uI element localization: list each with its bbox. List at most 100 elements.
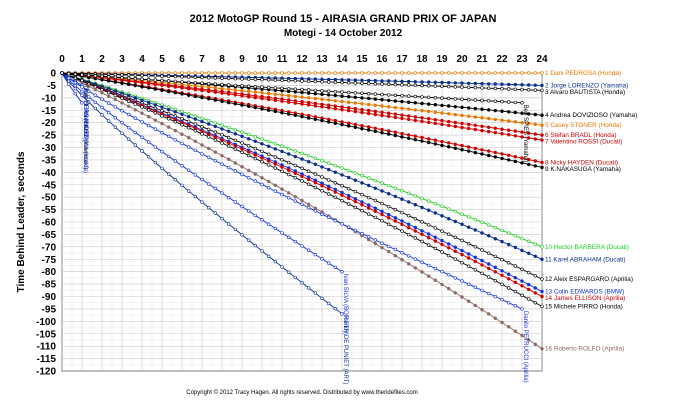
data-point	[533, 254, 537, 258]
data-point	[293, 195, 297, 199]
data-point	[300, 71, 304, 75]
data-point	[100, 74, 104, 79]
data-point	[487, 223, 491, 227]
data-point	[267, 91, 271, 96]
data-point	[227, 141, 231, 145]
data-point	[400, 258, 404, 262]
data-point	[373, 209, 377, 214]
data-point	[106, 90, 111, 95]
data-point	[240, 134, 244, 139]
data-point	[327, 71, 331, 75]
rider-label: 5 Casey STONER (Honda)	[545, 122, 622, 129]
data-point	[367, 111, 371, 116]
rider-label: 15 Michele PIRRO (Honda)	[545, 303, 623, 310]
data-point	[520, 71, 524, 75]
data-point	[447, 141, 451, 145]
data-point	[533, 164, 537, 168]
data-point	[180, 183, 184, 188]
data-point	[440, 250, 444, 254]
data-point	[413, 71, 417, 75]
data-point	[207, 85, 211, 90]
data-point	[460, 71, 464, 75]
data-point	[93, 106, 98, 111]
data-point	[260, 160, 264, 164]
data-point	[540, 123, 544, 127]
data-point	[440, 122, 444, 127]
data-point	[400, 222, 404, 227]
data-point	[447, 119, 451, 124]
data-point	[207, 132, 211, 136]
data-point	[340, 107, 344, 112]
data-point	[126, 79, 131, 83]
data-point	[453, 81, 457, 85]
data-point	[80, 78, 84, 83]
data-point	[520, 120, 524, 125]
data-point	[440, 103, 444, 108]
data-point	[400, 116, 404, 121]
data-point	[433, 239, 437, 243]
data-point	[427, 243, 431, 247]
data-point	[320, 97, 324, 102]
data-point	[493, 71, 497, 75]
series-line	[61, 72, 83, 81]
data-point	[340, 99, 344, 104]
data-point	[440, 143, 444, 148]
y-tick-label: -80	[42, 267, 57, 278]
series-dnf-4	[60, 71, 344, 274]
data-point	[387, 98, 391, 103]
data-point	[273, 147, 277, 151]
data-point	[493, 294, 497, 299]
data-point	[413, 118, 417, 123]
data-point	[180, 112, 184, 117]
data-point	[513, 120, 517, 124]
data-point	[247, 168, 251, 173]
data-point	[220, 99, 224, 104]
data-point	[227, 144, 231, 148]
data-point	[100, 91, 104, 95]
data-point	[500, 109, 504, 113]
data-point	[327, 301, 331, 306]
data-point	[227, 100, 231, 105]
data-point	[507, 133, 511, 137]
data-point	[207, 97, 211, 101]
data-point	[427, 71, 431, 75]
data-point	[407, 83, 411, 87]
data-point	[200, 71, 204, 75]
data-point	[447, 217, 451, 221]
data-point	[347, 94, 351, 99]
rider-label: 3 Alvaro BAUTISTA (Honda)	[545, 89, 625, 96]
data-point	[207, 122, 211, 126]
data-point	[247, 176, 251, 180]
data-point	[453, 120, 457, 125]
data-point	[213, 211, 218, 215]
data-point	[500, 298, 504, 302]
data-point	[240, 103, 244, 107]
data-point	[187, 86, 191, 91]
data-point	[380, 92, 384, 97]
data-point	[393, 133, 397, 138]
data-point	[427, 208, 431, 212]
data-point	[233, 227, 238, 232]
x-tick-label: 5	[159, 54, 165, 65]
data-point	[526, 297, 531, 301]
data-point	[433, 142, 437, 146]
data-point	[347, 100, 351, 105]
data-point	[220, 86, 224, 91]
data-point	[120, 96, 124, 101]
data-point	[287, 87, 291, 91]
data-point	[487, 153, 491, 158]
data-point	[126, 73, 131, 77]
data-point	[440, 111, 444, 115]
data-point	[273, 189, 277, 193]
data-point	[500, 320, 504, 325]
data-point	[526, 112, 531, 116]
data-point	[100, 105, 104, 110]
data-point	[387, 212, 391, 217]
data-point	[360, 123, 364, 128]
data-point	[493, 82, 497, 86]
data-point	[233, 200, 238, 204]
data-point	[473, 259, 477, 264]
data-point	[247, 132, 251, 137]
data-point	[360, 96, 364, 100]
data-point	[413, 101, 417, 105]
